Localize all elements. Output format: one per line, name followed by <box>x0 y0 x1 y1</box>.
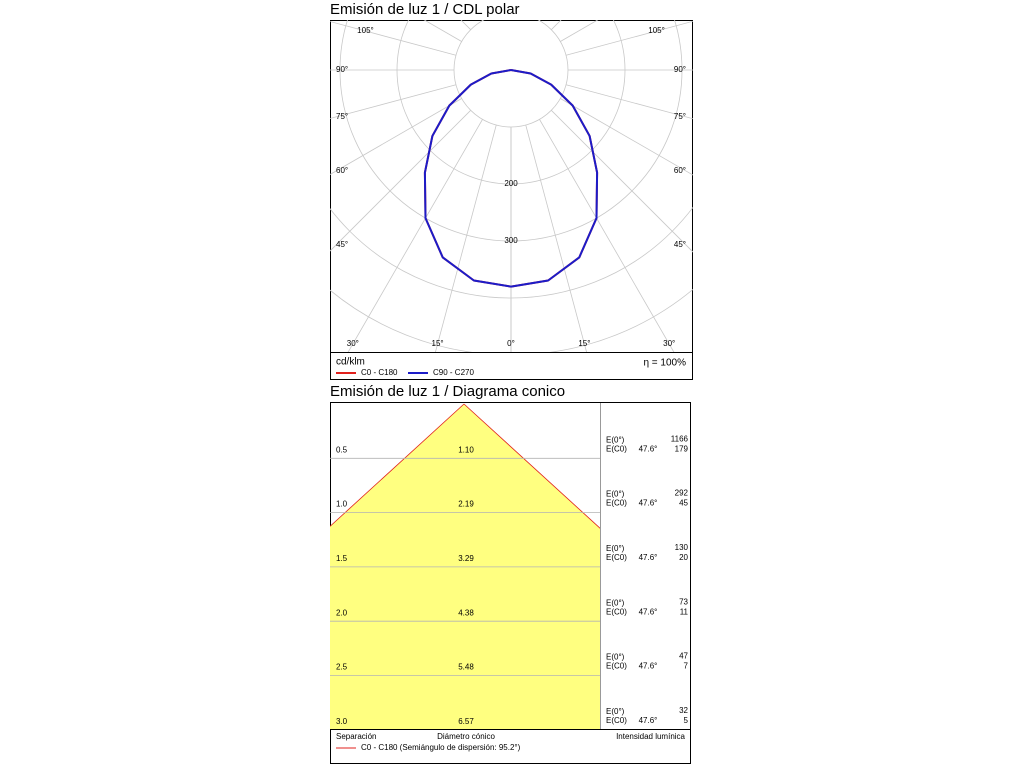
efficiency-label: η = 100% <box>643 358 686 369</box>
x-label-left: Separación <box>336 732 376 741</box>
grid-ray <box>565 20 693 56</box>
ec0-label: E(C0) <box>606 499 627 508</box>
ec0-value: 20 <box>679 553 688 562</box>
ec0-label: E(C0) <box>606 607 627 616</box>
ec0-value: 179 <box>675 444 689 453</box>
e0-value: 73 <box>679 597 688 606</box>
angle-label: 47.6° <box>639 662 658 671</box>
polar-curves <box>423 69 599 288</box>
cone-edge <box>463 403 600 529</box>
unit-label: cd/klm <box>336 357 365 368</box>
height-label: 0.5 <box>336 445 348 454</box>
angle-label: 47.6° <box>639 444 658 453</box>
grid-ray <box>330 98 462 175</box>
grid-ray <box>525 124 587 352</box>
e0-label: E(0°) <box>606 435 625 444</box>
e0-label: E(0°) <box>606 490 625 499</box>
polar-curve <box>510 69 599 288</box>
diameter-label: 1.10 <box>458 445 474 454</box>
height-label: 1.5 <box>336 554 348 563</box>
angle-tick-label: 60° <box>336 166 348 175</box>
diameter-label: 3.29 <box>458 554 474 563</box>
x-label-right: Intensidad lumínica <box>616 732 685 741</box>
ec0-label: E(C0) <box>606 444 627 453</box>
e0-label: E(0°) <box>606 653 625 662</box>
angle-tick-label: 60° <box>674 166 686 175</box>
e0-value: 47 <box>679 652 688 661</box>
angle-tick-label: 30° <box>347 339 359 348</box>
grid-ray <box>330 84 457 119</box>
ec0-label: E(C0) <box>606 716 627 725</box>
diameter-label: 2.19 <box>458 500 474 509</box>
angle-tick-label: 90° <box>674 65 686 74</box>
ec0-value: 7 <box>684 662 689 671</box>
grid-ray <box>539 20 541 21</box>
angle-tick-label: 15° <box>578 339 590 348</box>
angle-label: 47.6° <box>639 607 658 616</box>
r-tick-label: 300 <box>504 236 518 245</box>
ec0-value: 45 <box>679 499 688 508</box>
angle-tick-label: 105° <box>357 26 374 35</box>
height-label: 1.0 <box>336 500 348 509</box>
polar-curve <box>423 69 512 288</box>
angle-label: 47.6° <box>639 499 658 508</box>
angle-tick-label: 45° <box>336 240 348 249</box>
grid-ray <box>330 21 457 56</box>
diameter-label: 6.57 <box>458 717 474 726</box>
grid-ray <box>330 110 471 252</box>
angle-tick-label: 75° <box>336 112 348 121</box>
cone-title: Emisión de luz 1 / Diagrama conico <box>330 383 565 400</box>
angle-tick-label: 15° <box>432 339 444 348</box>
grid-ray <box>551 110 693 253</box>
polar-curve <box>510 69 599 288</box>
polar-curve <box>423 69 512 288</box>
angle-tick-label: 90° <box>336 65 348 74</box>
angle-label: 47.6° <box>639 553 658 562</box>
grid-ray <box>551 20 562 30</box>
grid-ray <box>347 119 483 352</box>
legend-label: C0 - C180 (Semiángulo de dispersión: 95.… <box>361 743 521 752</box>
e0-label: E(0°) <box>606 598 625 607</box>
ec0-label: E(C0) <box>606 662 627 671</box>
angle-tick-label: 30° <box>663 339 675 348</box>
angle-label: 47.6° <box>639 716 658 725</box>
height-label: 3.0 <box>336 717 348 726</box>
grid-ray <box>526 0 644 15</box>
angle-tick-label: 45° <box>674 240 686 249</box>
cone-area <box>330 403 600 729</box>
polar-grid <box>330 0 693 352</box>
legend-label: C0 - C180 <box>361 368 398 377</box>
angle-tick-label: 105° <box>648 26 665 35</box>
polar-frame <box>330 20 693 380</box>
e0-label: E(0°) <box>606 544 625 553</box>
angle-tick-label: 75° <box>674 112 686 121</box>
polar-title: Emisión de luz 1 / CDL polar <box>330 1 520 18</box>
ec0-value: 5 <box>684 716 689 725</box>
r-tick-label: 200 <box>504 179 518 188</box>
e0-value: 292 <box>675 489 689 498</box>
ec0-label: E(C0) <box>606 553 627 562</box>
cone-edge <box>330 403 465 527</box>
e0-value: 130 <box>675 543 689 552</box>
e0-value: 1166 <box>671 434 689 443</box>
grid-ray <box>435 124 497 352</box>
x-label-center: Diámetro cónico <box>437 732 495 741</box>
cone-text: 0.5 1.10 E(0°) 1166 E(C0) 47.6° 179 1.0 2.19 E(0°… <box>336 434 689 726</box>
diameter-label: 4.38 <box>458 608 474 617</box>
height-label: 2.5 <box>336 663 348 672</box>
grid-ray <box>539 119 675 352</box>
ec0-value: 11 <box>680 607 689 616</box>
grid-ray <box>565 84 693 120</box>
e0-label: E(0°) <box>606 707 625 716</box>
height-label: 2.0 <box>336 608 348 617</box>
diameter-label: 5.48 <box>458 663 474 672</box>
grid-ray <box>560 98 693 176</box>
e0-value: 32 <box>679 706 688 715</box>
angle-tick-label: 0° <box>507 339 515 348</box>
legend-label: C90 - C270 <box>433 368 474 377</box>
